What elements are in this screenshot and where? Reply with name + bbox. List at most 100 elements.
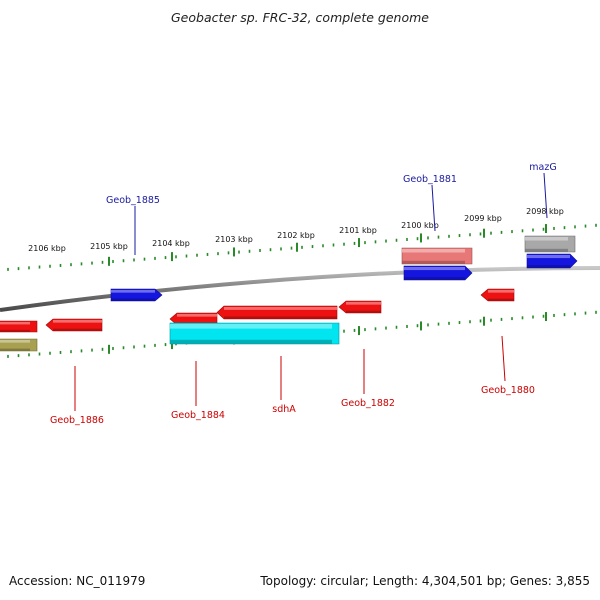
scale-tick-minor [500, 230, 503, 234]
scale-tick-minor [122, 346, 125, 350]
gene-feature-f12[interactable] [524, 235, 576, 253]
scale-tick-minor [59, 350, 62, 354]
gene-label-geob_1881[interactable]: Geob_1881 [403, 174, 457, 185]
scale-tick-minor [322, 244, 324, 248]
scale-tick-minor [584, 311, 587, 315]
scale-tick-minor [553, 313, 555, 317]
gene-feature-f2[interactable] [0, 338, 38, 352]
gene-feature-f1[interactable] [0, 320, 38, 333]
scale-tick-minor [17, 354, 20, 358]
scale-tick-minor [500, 317, 503, 321]
gene-feature-geob_1882[interactable] [338, 300, 382, 314]
scale-tick-minor [595, 223, 597, 227]
gene-label-geob_1880[interactable]: Geob_1880 [481, 385, 535, 396]
scale-tick-minor [301, 245, 303, 249]
scale-tick-minor [206, 252, 209, 256]
scale-tick-minor [49, 264, 51, 268]
scale-tick-minor [59, 263, 62, 267]
label-leaders [74, 172, 548, 411]
scale-tick-major [420, 233, 422, 243]
scale-label: 2103 kbp [215, 235, 253, 244]
scale-tick-minor [164, 343, 167, 347]
gene-feature-sdha[interactable] [216, 305, 338, 320]
scale-ticks-outer [7, 223, 597, 271]
scale-tick-minor [101, 347, 104, 351]
scale-tick-minor [70, 350, 72, 354]
scale-tick-minor [7, 354, 9, 358]
gene-feature-geob_1881[interactable] [403, 265, 473, 281]
scale-tick-minor [469, 320, 471, 324]
scale-tick-minor [458, 321, 461, 325]
scale-tick-minor [511, 317, 513, 321]
gene-labels[interactable]: Geob_1886 Geob_1885 Geob_1884 sdhA Geob_1882… [50, 162, 557, 426]
genome-backbone [0, 266, 600, 312]
scale-tick-minor [427, 236, 429, 240]
scale-tick-minor [437, 322, 440, 326]
scale-tick-minor [584, 224, 587, 228]
scale-tick-minor [374, 240, 377, 244]
accession-text: Accession: NC_011979 [9, 574, 146, 588]
gene-features[interactable] [0, 235, 578, 352]
scale-tick-major [483, 228, 485, 238]
gene-label-geob_1886[interactable]: Geob_1886 [50, 415, 104, 426]
scale-tick-minor [595, 310, 597, 314]
scale-label: 2101 kbp [339, 226, 377, 235]
scale-tick-minor [112, 347, 114, 351]
scale-label: 2106 kbp [28, 244, 66, 253]
scale-tick-minor [28, 266, 30, 270]
scale-tick-minor [574, 312, 576, 316]
scale-tick-minor [406, 237, 408, 241]
scale-tick-minor [80, 262, 83, 266]
scale-tick-minor [91, 261, 93, 265]
scale-tick-minor [7, 267, 9, 271]
scale-tick-minor [542, 314, 545, 318]
scale-tick-minor [49, 351, 51, 355]
gene-feature-geob_1886[interactable] [45, 318, 103, 332]
gene-label-geob_1882[interactable]: Geob_1882 [341, 398, 395, 409]
scale-tick-minor [80, 349, 83, 353]
scale-tick-major [171, 340, 173, 350]
gene-label-geob_1885[interactable]: Geob_1885 [106, 195, 160, 206]
gene-label-mazg[interactable]: mazG [529, 162, 556, 173]
scale-label: 2104 kbp [152, 239, 190, 248]
scale-tick-minor [395, 325, 398, 329]
scale-tick-minor [490, 318, 492, 322]
label-leader-line [501, 335, 506, 382]
scale-tick-minor [154, 343, 156, 347]
gene-feature-f9[interactable] [401, 247, 473, 265]
scale-tick-minor [259, 249, 261, 252]
scale-label: 2102 kbp [277, 231, 315, 240]
scale-tick-minor [248, 249, 251, 253]
scale-tick-minor [479, 319, 482, 323]
scale-tick-minor [101, 260, 104, 264]
scale-tick-minor [38, 352, 41, 356]
scale-tick-minor [164, 256, 167, 260]
scale-tick-minor [91, 348, 93, 352]
scale-tick-minor [532, 315, 534, 319]
scale-tick-minor [521, 229, 524, 233]
genome-summary-text: Topology: circular; Length: 4,304,501 bp… [260, 574, 590, 588]
gene-feature-mazg[interactable] [526, 253, 578, 269]
scale-tick-minor [395, 238, 398, 242]
gene-label-sdha[interactable]: sdhA [272, 404, 296, 415]
scale-tick-minor [217, 252, 219, 256]
scale-tick-minor [343, 329, 345, 333]
scale-tick-minor [458, 234, 461, 238]
scale-tick-minor [521, 316, 524, 320]
scale-tick-minor [38, 265, 41, 269]
scale-tick-minor [122, 259, 125, 263]
label-leader-line [431, 184, 436, 232]
scale-tick-minor [416, 324, 419, 328]
scale-tick-minor [542, 227, 545, 231]
gene-feature-geob_1885[interactable] [110, 288, 163, 302]
scale-tick-minor [364, 241, 366, 245]
scale-label: 2098 kbp [526, 207, 564, 216]
scale-tick-minor [112, 260, 114, 264]
scale-tick-minor [154, 256, 156, 260]
gene-label-geob_1884[interactable]: Geob_1884 [171, 410, 225, 421]
gene-feature-geob_1880[interactable] [480, 288, 515, 302]
map-title: Geobacter sp. FRC-32, complete genome [171, 10, 429, 25]
scale-tick-minor [563, 226, 566, 230]
gene-feature-f7[interactable] [169, 322, 340, 345]
